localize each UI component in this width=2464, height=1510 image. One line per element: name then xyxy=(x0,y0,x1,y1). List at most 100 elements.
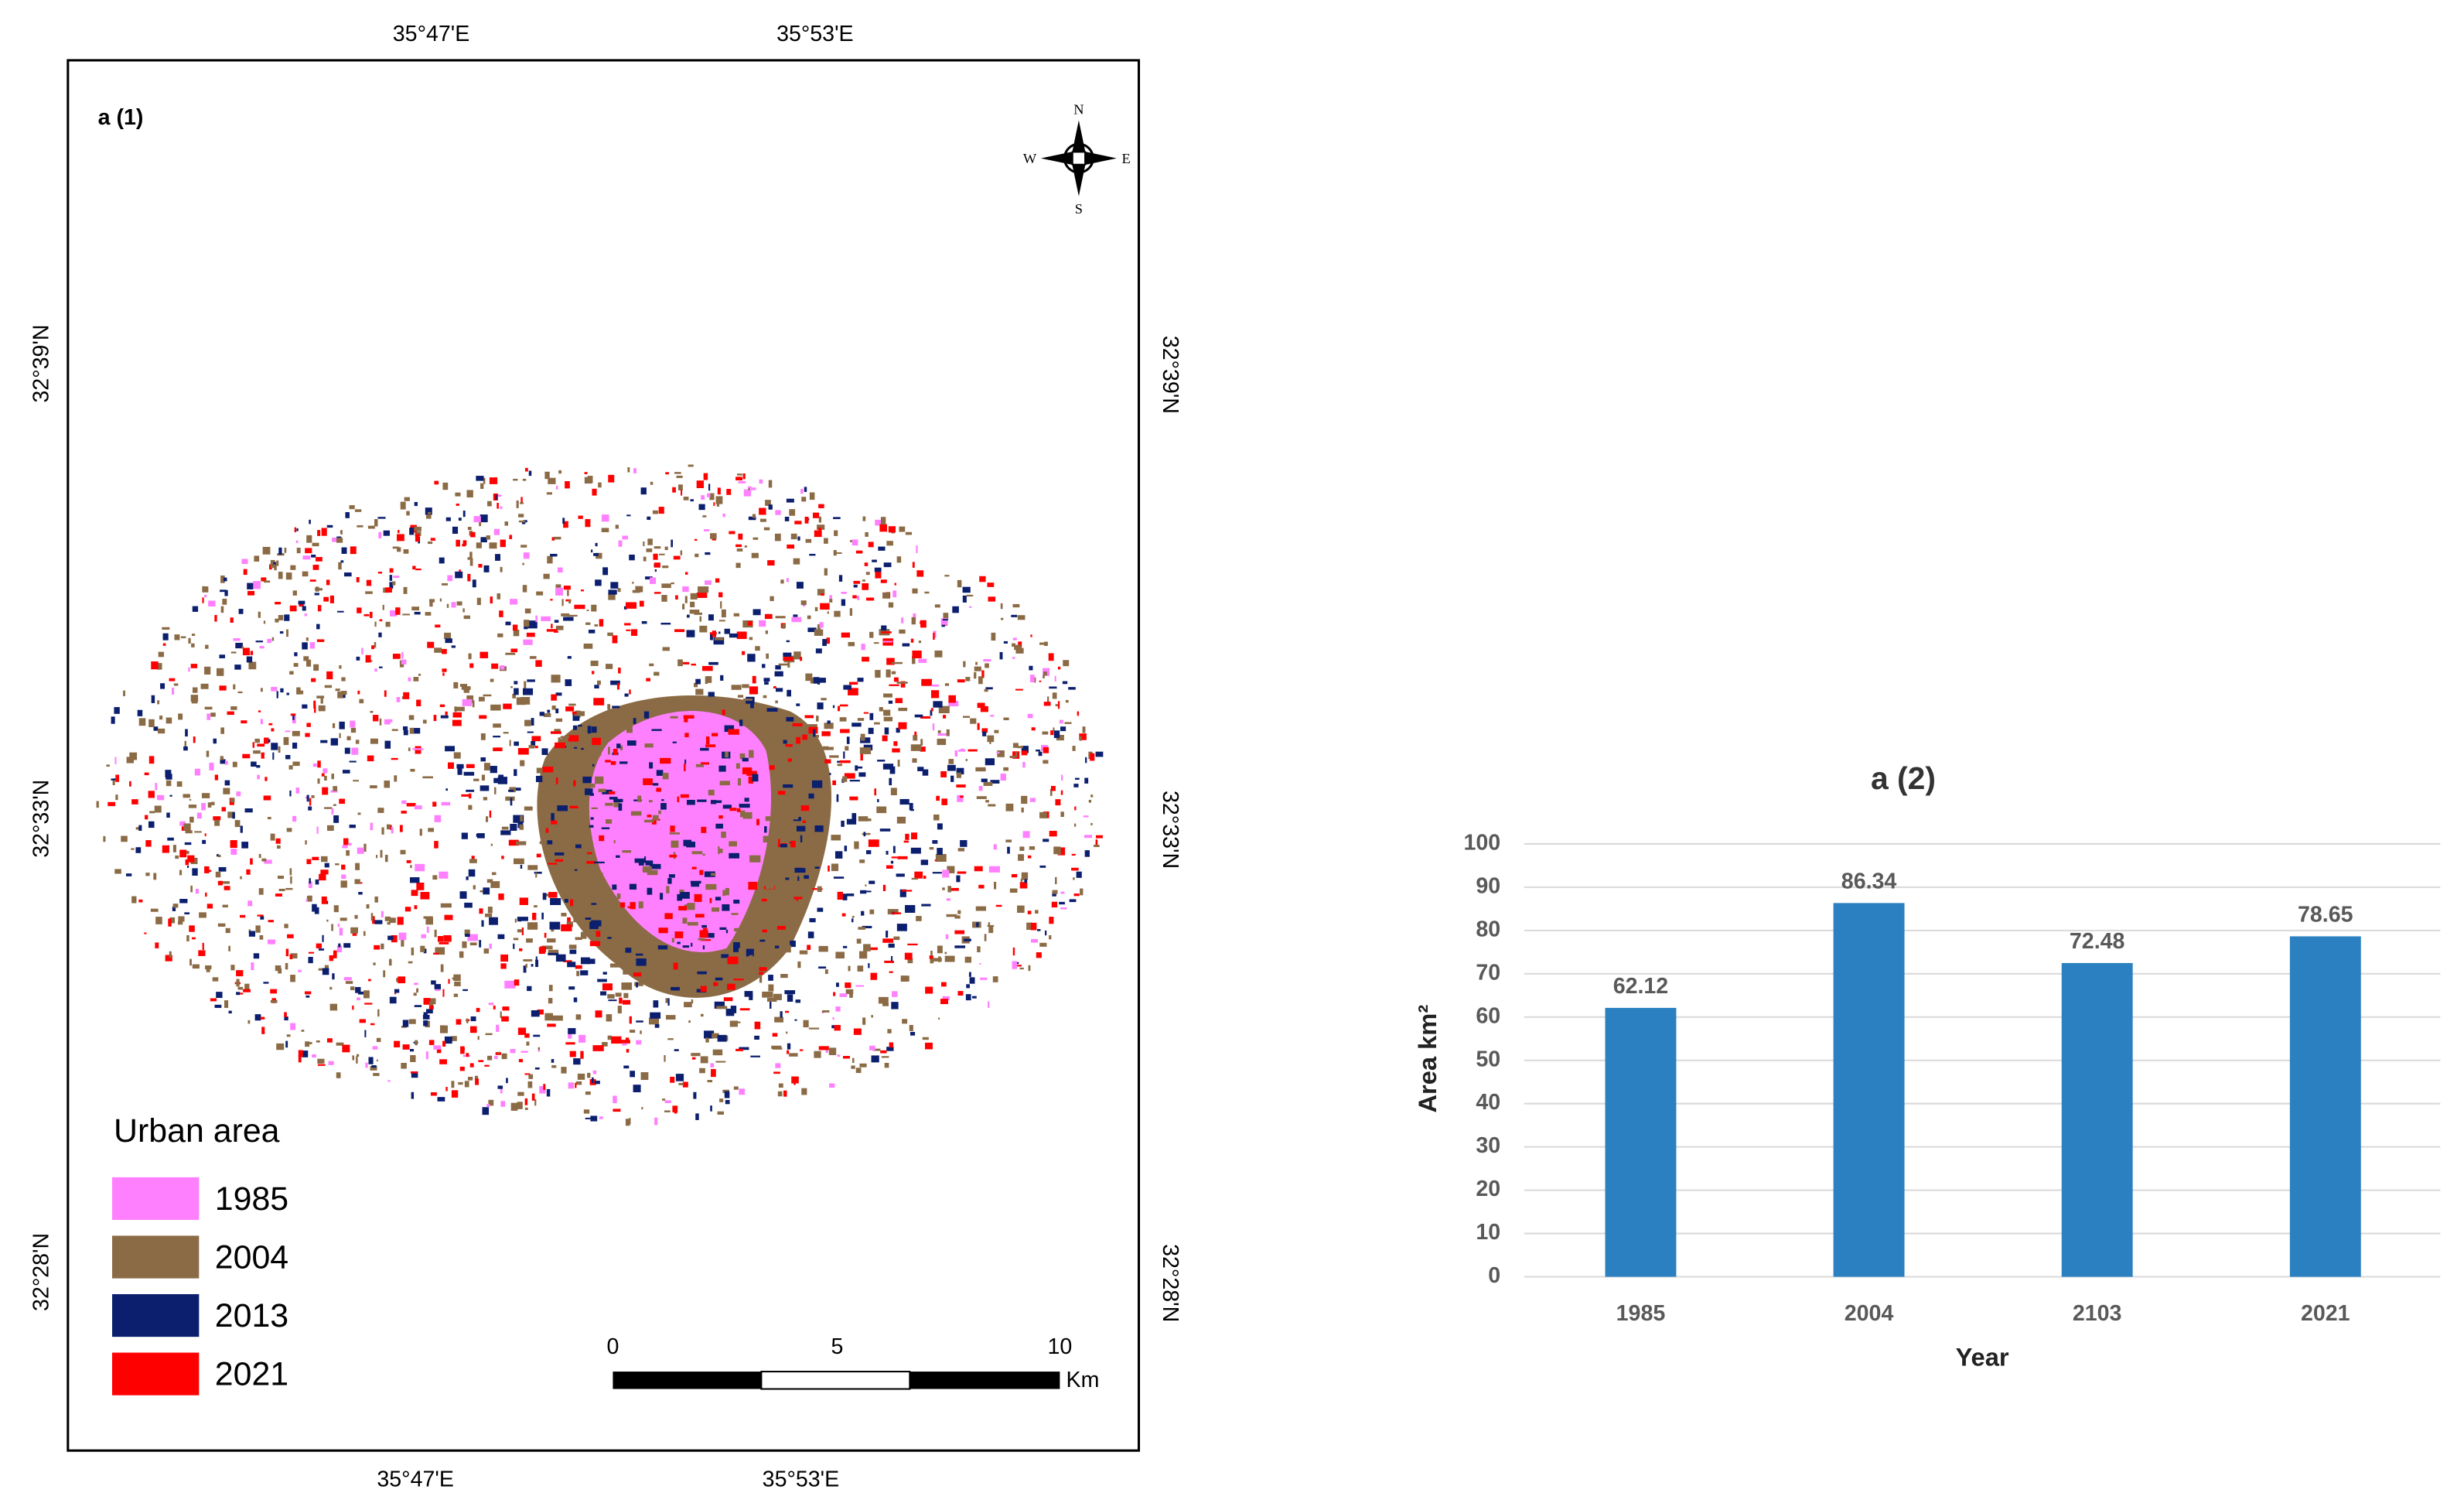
urban-patch xyxy=(722,513,725,518)
urban-patch xyxy=(841,599,846,606)
urban-patch xyxy=(534,1067,540,1070)
urban-patch xyxy=(866,597,875,601)
urban-patch xyxy=(708,789,715,796)
urban-patch xyxy=(635,586,643,593)
urban-patch xyxy=(210,801,215,805)
compass-s: S xyxy=(1075,201,1083,217)
urban-patch xyxy=(736,473,743,476)
urban-patch xyxy=(324,807,333,809)
urban-patch xyxy=(236,970,244,977)
urban-patch xyxy=(456,539,460,547)
urban-patch xyxy=(837,1054,841,1057)
urban-patch xyxy=(750,487,756,490)
urban-patch xyxy=(539,841,546,845)
urban-patch xyxy=(772,1033,778,1037)
urban-patch xyxy=(361,647,363,655)
urban-patch xyxy=(532,912,537,921)
urban-patch xyxy=(637,795,642,802)
urban-patches xyxy=(96,464,1104,1126)
urban-patch xyxy=(687,903,695,910)
urban-patch xyxy=(839,717,847,722)
urban-patch xyxy=(513,478,518,481)
urban-patch xyxy=(370,1023,375,1026)
value-label: 62.12 xyxy=(1613,974,1669,999)
urban-patch xyxy=(1017,905,1025,913)
urban-patch xyxy=(898,707,908,712)
urban-patch xyxy=(802,734,807,740)
urban-patch xyxy=(458,518,462,521)
urban-patch xyxy=(954,750,958,757)
urban-patch xyxy=(942,869,950,878)
urban-patch xyxy=(307,895,312,902)
urban-patch xyxy=(764,826,767,833)
urban-patch xyxy=(957,991,964,996)
urban-patch xyxy=(329,955,334,962)
urban-patch xyxy=(259,934,264,940)
urban-patch xyxy=(408,961,413,964)
urban-patch xyxy=(710,1063,715,1068)
urban-patch xyxy=(123,690,125,696)
urban-patch xyxy=(534,871,542,874)
urban-patch xyxy=(206,904,213,909)
urban-patch xyxy=(833,517,841,520)
urban-patch xyxy=(909,1024,913,1031)
urban-patch xyxy=(157,794,165,801)
urban-patch xyxy=(613,801,620,808)
urban-patch xyxy=(606,1014,613,1022)
urban-patch xyxy=(243,569,247,576)
urban-patch xyxy=(734,928,742,932)
urban-patch xyxy=(339,721,345,729)
urban-patch xyxy=(759,975,763,983)
urban-patch xyxy=(488,1003,494,1006)
urban-patch xyxy=(584,477,592,484)
urban-patch xyxy=(910,847,921,854)
urban-patch xyxy=(680,794,689,798)
urban-patch xyxy=(910,744,922,751)
urban-patch xyxy=(812,512,820,518)
urban-patch xyxy=(520,864,523,869)
urban-patch xyxy=(883,709,891,716)
urban-patch xyxy=(135,847,142,853)
urban-patch xyxy=(425,1051,428,1060)
urban-patch xyxy=(238,609,244,614)
urban-patch xyxy=(508,839,519,846)
urban-patch xyxy=(284,1016,288,1021)
urban-patch xyxy=(865,884,867,887)
urban-patch xyxy=(169,951,172,958)
urban-patch xyxy=(752,514,756,518)
urban-patch xyxy=(725,1099,730,1105)
urban-patch xyxy=(845,982,851,989)
urban-patch xyxy=(355,986,361,993)
urban-patch xyxy=(827,720,831,724)
urban-patch xyxy=(487,907,493,914)
urban-patch xyxy=(824,568,828,576)
urban-patch xyxy=(501,826,509,830)
urban-patch xyxy=(985,663,989,668)
urban-patch xyxy=(584,472,588,475)
urban-patch xyxy=(877,760,886,762)
urban-patch xyxy=(403,729,408,736)
urban-patch xyxy=(214,774,219,781)
urban-patch xyxy=(694,538,698,541)
urban-patch xyxy=(268,739,271,743)
urban-patch xyxy=(555,954,566,962)
urban-patch xyxy=(217,854,220,857)
urban-patch xyxy=(517,918,522,922)
urban-patch xyxy=(654,1023,660,1028)
urban-patch xyxy=(585,519,591,528)
urban-patch xyxy=(768,975,773,981)
urban-patch xyxy=(672,487,676,493)
urban-patch xyxy=(457,767,462,775)
urban-patch xyxy=(925,986,933,994)
urban-patch xyxy=(1005,839,1012,842)
urban-patch xyxy=(466,490,473,498)
urban-patch xyxy=(318,948,325,951)
urban-patch xyxy=(199,912,206,918)
urban-patch xyxy=(660,757,671,764)
urban-patch xyxy=(778,663,789,666)
urban-patch xyxy=(897,760,900,767)
urban-patch xyxy=(748,487,750,490)
urban-patch xyxy=(818,678,826,683)
urban-patch xyxy=(520,545,527,548)
urban-patch xyxy=(1042,731,1049,735)
